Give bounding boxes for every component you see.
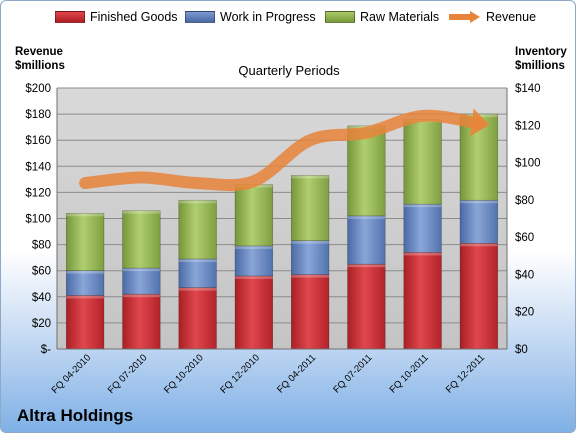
bar-top-highlight [122,210,161,214]
x-tick-label: FQ 04-2010 [50,352,94,396]
right-axis-title-line-1: Inventory [515,46,567,58]
bar-top-highlight [178,287,217,291]
bar-finished-goods [459,242,499,350]
bar-work-in-progress [403,203,442,253]
bar-finished-goods [65,295,105,350]
legend-item-work-in-progress: Work in Progress [185,10,316,24]
bar-top-highlight [66,295,104,299]
left-axis-title-line-1: Revenue [15,46,63,58]
company-name: Altra Holdings [17,406,134,425]
x-tick-label: FQ 07-2010 [106,352,150,396]
bar-top-highlight [291,175,329,179]
right-tick-label: $120 [515,120,541,132]
bar-top-highlight [403,252,442,256]
legend-label-raw-materials: Raw Materials [360,10,440,24]
legend: Finished Goods Work in Progress Raw Mate… [1,10,575,30]
bar-top-highlight [291,274,329,278]
chart-subtitle: Quarterly Periods [238,63,340,78]
bar-raw-materials [347,125,386,217]
bar-top-highlight [178,200,217,204]
bar-raw-materials [122,210,161,269]
left-axis-title-line-2: $millions [15,60,65,72]
x-tick-label: FQ 10-2011 [388,352,431,395]
bar-top-highlight [403,204,442,208]
right-tick-label: $40 [515,269,534,281]
bar-work-in-progress [459,199,499,244]
right-tick-label: $0 [515,344,528,356]
bar-raw-materials [178,199,217,260]
legend-label-work-in-progress: Work in Progress [220,10,316,24]
left-tick-label: $200 [25,83,51,95]
left-tick-label: $40 [32,292,51,304]
left-axis-title: Revenue $millions [15,45,65,73]
bar-raw-materials [65,212,105,271]
right-tick-label: $80 [515,195,534,207]
right-tick-label: $60 [515,232,534,244]
bar-work-in-progress [290,240,330,275]
bar-top-highlight [66,213,104,217]
left-tick-label: $60 [32,266,51,278]
bar-top-highlight [460,243,498,247]
right-tick-label: $140 [515,83,541,95]
left-tick-label: $80 [32,240,51,252]
left-tick-label: $20 [32,318,51,330]
right-axis-title-line-2: $millions [515,60,565,72]
bar-raw-materials [403,119,442,205]
legend-swatch-revenue [449,11,481,23]
x-tick-label: FQ 12-2010 [218,352,262,396]
bar-raw-materials [234,184,274,247]
x-tick-label: FQ 12-2011 [444,352,487,395]
legend-item-raw-materials: Raw Materials [325,10,439,24]
right-axis-title: Inventory $millions [515,45,567,73]
bar-top-highlight [235,245,273,249]
legend-label-finished-goods: Finished Goods [90,10,178,24]
bar-top-highlight [178,258,217,262]
bar-finished-goods [347,263,386,350]
legend-item-finished-goods: Finished Goods [55,10,178,24]
bar-top-highlight [291,240,329,244]
bar-finished-goods [234,275,274,350]
x-tick-label: FQ 10-2010 [162,352,206,396]
bar-top-highlight [122,294,161,298]
legend-label-revenue: Revenue [486,10,537,24]
legend-item-revenue: Revenue [449,10,536,24]
bar-work-in-progress [65,270,105,296]
bar-work-in-progress [347,215,386,265]
bar-top-highlight [122,268,161,272]
bar-raw-materials [290,175,330,241]
legend-swatch-work-in-progress [185,11,215,23]
left-tick-label: $140 [25,161,51,173]
bar-finished-goods [122,293,161,350]
x-tick-label: FQ 07-2011 [331,352,374,395]
x-tick-label: FQ 04-2011 [275,352,318,395]
bar-work-in-progress [178,258,217,288]
legend-swatch-finished-goods [55,11,85,23]
left-tick-label: $100 [25,214,51,226]
bar-top-highlight [235,275,273,279]
bar-top-highlight [347,215,386,219]
bar-finished-goods [290,274,330,350]
bar-finished-goods [403,252,442,350]
legend-swatch-raw-materials [325,11,355,23]
left-tick-label: $160 [25,135,51,147]
right-tick-label: $20 [515,307,534,319]
left-tick-label: $- [41,344,51,356]
left-tick-label: $120 [25,187,51,199]
bar-finished-goods [178,287,217,350]
right-tick-label: $100 [515,158,541,170]
bar-top-highlight [347,264,386,268]
bar-work-in-progress [122,267,161,295]
revenue-line [79,109,485,192]
bar-top-highlight [66,270,104,274]
bar-top-highlight [460,200,498,204]
left-tick-label: $180 [25,109,51,121]
bar-work-in-progress [234,245,274,277]
revenue-line-arrowhead [469,108,490,137]
